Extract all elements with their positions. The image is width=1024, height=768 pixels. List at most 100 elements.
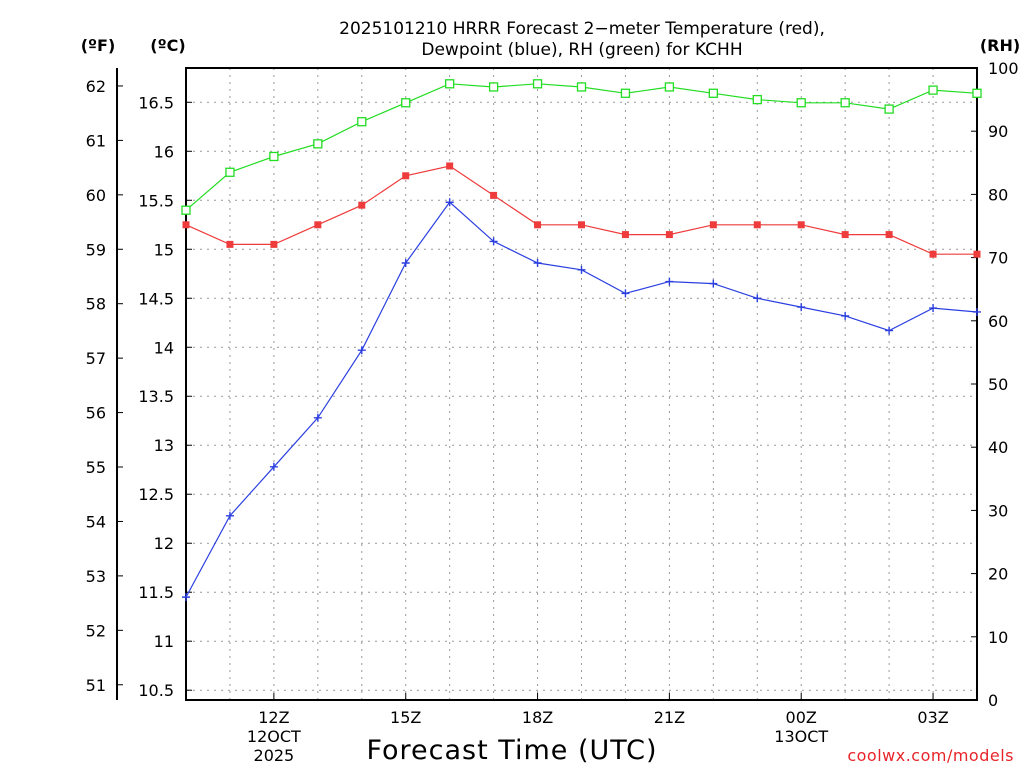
dewpoint-point: [929, 304, 938, 313]
temperature-line: [185, 165, 977, 255]
chart-title-line1: 2025101210 HRRR Forecast 2−meter Tempera…: [339, 19, 825, 39]
x-tick-label: 12Z: [258, 708, 289, 727]
rh-point: [181, 205, 191, 215]
dewpoint-point: [313, 413, 322, 422]
fahrenheit-tick-label: 56: [86, 404, 106, 423]
temperature-point: [182, 221, 190, 229]
dewpoint-point: [885, 326, 894, 335]
dewpoint-point: [269, 462, 278, 471]
rh-tick-label: 0: [988, 691, 998, 710]
dewpoint-point: [665, 277, 674, 286]
temperature-point: [665, 231, 673, 239]
temperature-point: [358, 201, 366, 209]
rh-point: [796, 98, 806, 108]
celsius-tick-label: 11.5: [138, 583, 174, 602]
celsius-tick-label: 12: [154, 534, 174, 553]
rh-tick-label: 50: [988, 375, 1008, 394]
x-axis-label: Forecast Time (UTC): [366, 735, 657, 766]
dewpoint-point: [225, 511, 234, 520]
fahrenheit-tick-label: 55: [86, 458, 106, 477]
fahrenheit-tick-label: 54: [86, 512, 106, 531]
celsius-axis-unit: (ºC): [150, 36, 185, 55]
celsius-tick-label: 14: [154, 338, 174, 357]
dewpoint-point: [841, 311, 850, 320]
celsius-tick-label: 10.5: [138, 681, 174, 700]
rh-point: [445, 79, 455, 89]
temperature-point: [709, 221, 717, 229]
celsius-tick-label: 12.5: [138, 485, 174, 504]
fahrenheit-tick-label: 60: [86, 186, 106, 205]
rh-tick-label: 80: [988, 185, 1008, 204]
dewpoint-point: [797, 303, 806, 312]
temperature-point: [753, 221, 761, 229]
temperature-point: [226, 240, 234, 248]
x-tick-label: 21Z: [654, 708, 685, 727]
celsius-tick-label: 11: [154, 632, 174, 651]
celsius-tick-label: 13: [154, 436, 174, 455]
rh-tick-label: 20: [988, 565, 1008, 584]
fahrenheit-tick-label: 52: [86, 621, 106, 640]
rh-tick-label: 10: [988, 628, 1008, 647]
temperature-point: [797, 221, 805, 229]
temperature-point: [929, 250, 937, 258]
fahrenheit-tick-label: 57: [86, 349, 106, 368]
credit-text: coolwx.com/models: [847, 746, 1014, 765]
fahrenheit-ticks: 51 52 53 54 55 56 57 58 59 60 61 62: [86, 77, 123, 695]
rh-axis-unit: (RH): [980, 36, 1020, 55]
celsius-tick-label: 16.5: [138, 93, 174, 112]
temperature-point: [578, 221, 585, 229]
dewpoint-point: [533, 258, 542, 267]
temperature-point: [973, 250, 981, 258]
temperature-point: [490, 191, 498, 199]
x-tick-label: 03Z: [917, 708, 948, 727]
dewpoint-point: [489, 237, 498, 246]
rh-point: [269, 151, 279, 162]
celsius-tick-label: 16: [154, 142, 174, 161]
chart-title-line2: Dewpoint (blue), RH (green) for KCHH: [421, 40, 742, 60]
temperature-point: [841, 231, 849, 239]
x-tick-label: 15Z: [390, 708, 421, 727]
celsius-tick-label: 15: [154, 240, 174, 259]
temperature-point: [621, 231, 629, 239]
rh-point: [401, 98, 411, 108]
fahrenheit-tick-label: 51: [86, 676, 106, 695]
rh-series: [181, 79, 982, 215]
dewpoint-point: [973, 307, 981, 316]
fahrenheit-tick-label: 58: [86, 295, 106, 314]
dewpoint-point: [753, 294, 762, 303]
rh-point: [532, 79, 543, 89]
rh-point: [840, 98, 850, 108]
fahrenheit-tick-label: 59: [86, 240, 106, 259]
rh-point: [708, 88, 718, 98]
rh-point: [488, 82, 499, 92]
temperature-point: [314, 221, 322, 229]
data-series: [181, 79, 982, 602]
rh-point: [752, 94, 762, 105]
rh-point: [928, 85, 938, 95]
temperature-series: [182, 162, 981, 258]
dewpoint-point: [709, 279, 718, 288]
temperature-point: [402, 172, 410, 180]
rh-point: [972, 88, 982, 98]
rh-tick-label: 60: [988, 312, 1008, 331]
celsius-tick-label: 13.5: [138, 387, 174, 406]
dewpoint-point: [401, 258, 410, 267]
rh-point: [357, 117, 367, 127]
temperature-point: [885, 231, 893, 239]
rh-point: [313, 139, 323, 149]
rh-point: [664, 82, 675, 92]
celsius-tick-label: 14.5: [138, 289, 174, 308]
x-tick-year: 2025: [254, 746, 295, 765]
rh-point: [620, 88, 631, 98]
dewpoint-point: [182, 593, 190, 602]
fahrenheit-tick-label: 61: [86, 131, 106, 150]
temperature-point: [270, 240, 278, 248]
dewpoint-point: [357, 346, 366, 355]
dewpoint-series: [182, 198, 981, 602]
celsius-ticks: 10.5 11 11.5 12 12.5 13 13.5 14 14.5 15 15.5 16 16.5: [138, 93, 192, 700]
temperature-point: [534, 221, 542, 229]
rh-tick-label: 90: [988, 122, 1008, 141]
x-tick-label: 18Z: [522, 708, 553, 727]
rh-tick-label: 40: [988, 438, 1008, 457]
